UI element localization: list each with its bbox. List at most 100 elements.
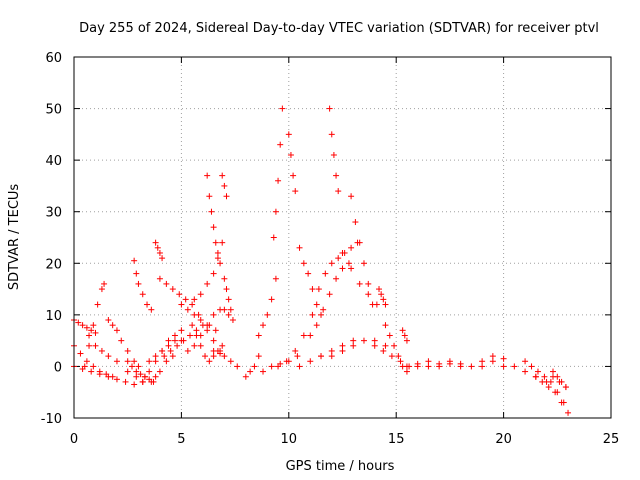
data-point [133, 270, 140, 277]
data-point [210, 224, 217, 231]
series-arc32 [315, 239, 361, 293]
y-tick-label: 40 [45, 154, 62, 169]
data-point [204, 280, 211, 287]
data-point [543, 378, 550, 385]
data-point [565, 409, 572, 416]
data-points [71, 105, 572, 416]
ticks [73, 56, 612, 419]
data-point [229, 317, 236, 324]
data-point [397, 358, 404, 365]
data-point [219, 172, 226, 179]
data-point [356, 239, 363, 246]
data-point [511, 363, 518, 370]
data-point [328, 347, 335, 354]
data-point [270, 234, 277, 241]
data-point [333, 172, 340, 179]
data-point [204, 172, 211, 179]
data-point [92, 329, 99, 336]
data-point [386, 332, 393, 339]
x-tick-label: 0 [70, 432, 78, 447]
data-point [223, 286, 230, 293]
y-tick-label: 60 [45, 51, 62, 66]
data-point [268, 363, 275, 370]
data-point [328, 353, 335, 360]
data-point [360, 260, 367, 267]
data-point [522, 358, 529, 365]
data-point [191, 296, 198, 303]
data-point [197, 317, 204, 324]
x-tick-label: 25 [603, 432, 620, 447]
series-arc03 [71, 363, 146, 388]
data-point [348, 193, 355, 200]
data-point [446, 358, 453, 365]
data-point [135, 363, 142, 370]
data-point [247, 368, 254, 375]
data-point [214, 255, 221, 262]
data-point [165, 337, 172, 344]
series-arc01 [71, 317, 99, 336]
data-point [204, 322, 211, 329]
data-point [356, 280, 363, 287]
data-point [264, 311, 271, 318]
data-point [169, 353, 176, 360]
x-tick-label: 5 [177, 432, 185, 447]
data-point [292, 188, 299, 195]
series-arc17 [189, 322, 226, 365]
series-arc14 [161, 322, 219, 360]
series-arc34 [348, 193, 376, 308]
data-point [214, 249, 221, 256]
data-point [339, 249, 346, 256]
data-point [204, 327, 211, 334]
data-point [352, 219, 359, 226]
data-point [98, 347, 105, 354]
data-point [96, 371, 103, 378]
data-point [275, 177, 282, 184]
data-point [330, 151, 337, 158]
data-point [227, 358, 234, 365]
data-point [221, 353, 228, 360]
data-point [227, 306, 234, 313]
data-point [133, 368, 140, 375]
series-arc37 [376, 286, 389, 308]
data-point [558, 399, 565, 406]
data-point [178, 301, 185, 308]
series-arc27 [260, 353, 301, 375]
data-point [562, 384, 569, 391]
data-point [182, 296, 189, 303]
series-arc29 [296, 244, 325, 318]
data-point [221, 275, 228, 282]
data-point [378, 291, 385, 298]
data-point [541, 373, 548, 380]
data-point [169, 286, 176, 293]
data-point [221, 306, 228, 313]
data-point [191, 311, 198, 318]
data-point [287, 151, 294, 158]
data-point [382, 322, 389, 329]
data-point [212, 327, 219, 334]
data-point [180, 337, 187, 344]
data-point [313, 301, 320, 308]
series-arc18 [191, 239, 226, 303]
data-point [395, 353, 402, 360]
data-point [339, 265, 346, 272]
data-point [272, 275, 279, 282]
data-point [128, 363, 135, 370]
data-point [217, 350, 224, 357]
data-point [320, 306, 327, 313]
data-point [277, 141, 284, 148]
data-point [380, 347, 387, 354]
data-point [255, 353, 262, 360]
data-point [79, 322, 86, 329]
data-point [468, 363, 475, 370]
data-point [489, 358, 496, 365]
data-point [242, 373, 249, 380]
data-point [425, 363, 432, 370]
series-arc07 [124, 358, 157, 385]
data-point [307, 358, 314, 365]
y-tick-label: 20 [45, 257, 62, 272]
data-point [217, 260, 224, 267]
data-point [122, 378, 129, 385]
data-point [109, 322, 116, 329]
data-point [403, 368, 410, 375]
data-point [255, 332, 262, 339]
